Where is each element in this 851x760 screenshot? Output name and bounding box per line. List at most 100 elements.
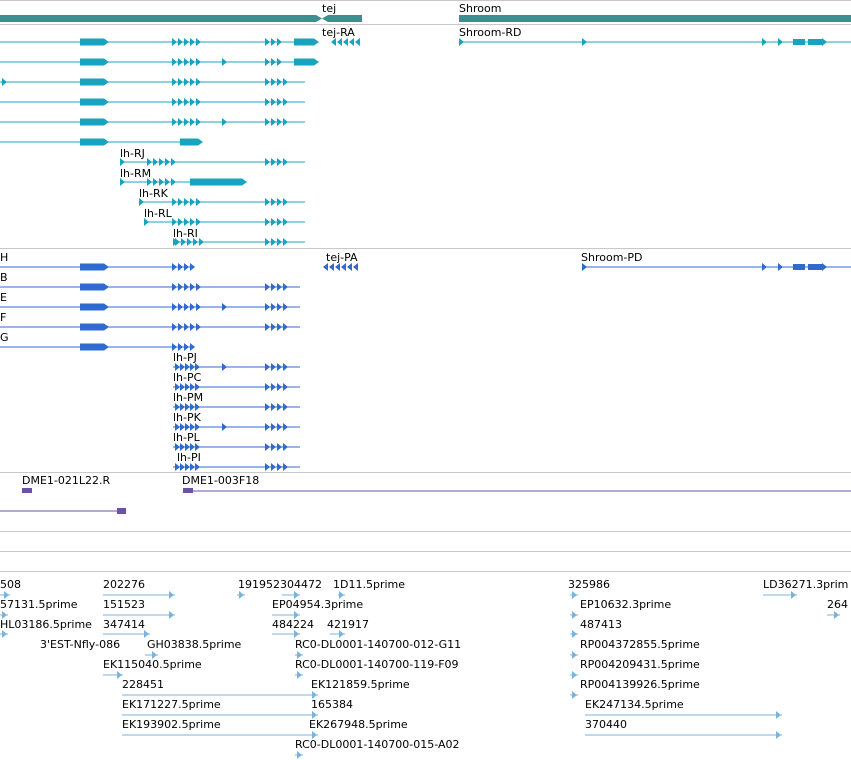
- exon-block[interactable]: [80, 303, 109, 311]
- est-label[interactable]: 165384: [311, 698, 353, 711]
- exon-block[interactable]: [80, 118, 109, 126]
- exon-block[interactable]: [80, 263, 109, 271]
- protein-label[interactable]: F: [0, 311, 6, 324]
- protein-label[interactable]: lh-PL: [173, 431, 201, 444]
- clone-label[interactable]: DME1-021L22.R: [22, 474, 110, 487]
- exon-block[interactable]: [80, 98, 109, 106]
- transcript-label[interactable]: lh-RJ: [120, 147, 145, 160]
- est-label[interactable]: 347414: [103, 618, 145, 631]
- exon-block[interactable]: [190, 178, 247, 186]
- est-label[interactable]: EK121859.5prime: [311, 678, 410, 691]
- transcript-label[interactable]: lh-RL: [144, 207, 173, 220]
- est-label[interactable]: 191952304472: [238, 578, 322, 591]
- exon-block[interactable]: [294, 38, 319, 46]
- strand-arrow-icon: [582, 263, 587, 271]
- strand-arrow-icon: [277, 443, 282, 451]
- est-label[interactable]: RC0-DL0001-140700-119-F09: [295, 658, 459, 671]
- est-label[interactable]: 228451: [122, 678, 164, 691]
- est-label[interactable]: 264: [827, 598, 848, 611]
- est-label[interactable]: HL03186.5prime: [0, 618, 92, 631]
- est-label[interactable]: RP004209431.5prime: [580, 658, 700, 671]
- transcript-label[interactable]: lh-RI: [173, 227, 198, 240]
- est-label[interactable]: EP04954.3prime: [272, 598, 363, 611]
- gene-feature-tej[interactable]: [322, 15, 362, 22]
- protein-label[interactable]: H: [0, 251, 8, 264]
- est-label[interactable]: EK267948.5prime: [309, 718, 408, 731]
- strand-arrow-icon: [283, 218, 288, 226]
- clone-label[interactable]: DME1-003F18: [182, 474, 259, 487]
- exon-block[interactable]: [808, 39, 822, 45]
- est-label[interactable]: 151523: [103, 598, 145, 611]
- est-label[interactable]: 370440: [585, 718, 627, 731]
- protein-label[interactable]: lh-PK: [173, 411, 202, 424]
- exon-block[interactable]: [808, 264, 822, 270]
- strand-arrow-icon: [196, 58, 201, 66]
- est-label[interactable]: EK115040.5prime: [103, 658, 202, 671]
- strand-arrow-icon: [2, 611, 7, 619]
- strand-arrow-icon: [193, 238, 198, 246]
- est-label[interactable]: RC0-DL0001-140700-015-A02: [295, 738, 460, 751]
- protein-label[interactable]: lh-PJ: [173, 351, 197, 364]
- exon-block[interactable]: [294, 58, 319, 66]
- transcript-label[interactable]: lh-RM: [120, 167, 151, 180]
- strand-arrow-icon: [283, 238, 288, 246]
- est-label[interactable]: 484224: [272, 618, 314, 631]
- strand-arrow-icon: [175, 443, 180, 451]
- transcript-label-shroom-rd[interactable]: Shroom-RD: [459, 26, 522, 39]
- exon-block[interactable]: [80, 138, 109, 146]
- est-label[interactable]: EK171227.5prime: [122, 698, 221, 711]
- protein-label-tej-pa[interactable]: tej-PA: [326, 251, 358, 264]
- protein-label-shroom-pd[interactable]: Shroom-PD: [581, 251, 642, 264]
- clone-end-block[interactable]: [117, 508, 126, 514]
- strand-arrow-icon: [195, 423, 200, 431]
- gene-feature-lh[interactable]: [0, 15, 316, 22]
- strand-arrow-icon: [159, 158, 164, 166]
- strand-arrow-icon: [175, 463, 180, 471]
- exon-block[interactable]: [80, 323, 109, 331]
- transcript-label[interactable]: lh-RK: [139, 187, 169, 200]
- exon-block[interactable]: [80, 343, 109, 351]
- exon-block[interactable]: [80, 78, 109, 86]
- exon-block[interactable]: [80, 58, 109, 66]
- exon-block[interactable]: [793, 264, 805, 270]
- est-label[interactable]: 3'EST-Nfly-086: [40, 638, 120, 651]
- est-label[interactable]: 508: [0, 578, 21, 591]
- est-label[interactable]: 487413: [580, 618, 622, 631]
- transcript-label-tej-ra[interactable]: tej-RA: [322, 26, 355, 39]
- protein-label[interactable]: G: [0, 331, 9, 344]
- protein-label[interactable]: E: [0, 291, 7, 304]
- est-label[interactable]: EK193902.5prime: [122, 718, 221, 731]
- est-label[interactable]: RP004139926.5prime: [580, 678, 700, 691]
- clone-end-block[interactable]: [22, 488, 32, 493]
- exon-block[interactable]: [80, 38, 109, 46]
- strand-arrow-icon: [277, 198, 282, 206]
- gene-label-tej[interactable]: tej: [322, 2, 336, 15]
- strand-arrow-icon: [283, 383, 288, 391]
- est-label[interactable]: 202276: [103, 578, 145, 591]
- est-label[interactable]: RC0-DL0001-140700-012-G11: [295, 638, 461, 651]
- exon-block[interactable]: [80, 283, 109, 291]
- est-label[interactable]: GH03838.5prime: [147, 638, 242, 651]
- est-label[interactable]: 421917: [327, 618, 369, 631]
- est-label[interactable]: EP10632.3prime: [580, 598, 671, 611]
- gene-label-shroom[interactable]: Shroom: [459, 2, 501, 15]
- strand-arrow-icon: [271, 198, 276, 206]
- gene-feature-shroom[interactable]: [459, 15, 851, 22]
- protein-label[interactable]: lh-PI: [177, 451, 201, 464]
- exon-block[interactable]: [180, 138, 203, 146]
- est-label[interactable]: EK247134.5prime: [585, 698, 684, 711]
- exon-block[interactable]: [793, 39, 805, 45]
- protein-label[interactable]: lh-PM: [173, 391, 203, 404]
- est-label[interactable]: 57131.5prime: [0, 598, 78, 611]
- strand-arrow-icon: [265, 158, 270, 166]
- est-label[interactable]: LD36271.3prim: [763, 578, 848, 591]
- strand-arrow-icon: [180, 443, 185, 451]
- strand-arrow-icon: [190, 303, 195, 311]
- protein-label[interactable]: B: [0, 271, 8, 284]
- est-label[interactable]: 1D11.5prime: [333, 578, 405, 591]
- protein-label[interactable]: lh-PC: [173, 371, 202, 384]
- est-label[interactable]: 325986: [568, 578, 610, 591]
- strand-arrow-icon: [153, 178, 158, 186]
- est-label[interactable]: RP004372855.5prime: [580, 638, 700, 651]
